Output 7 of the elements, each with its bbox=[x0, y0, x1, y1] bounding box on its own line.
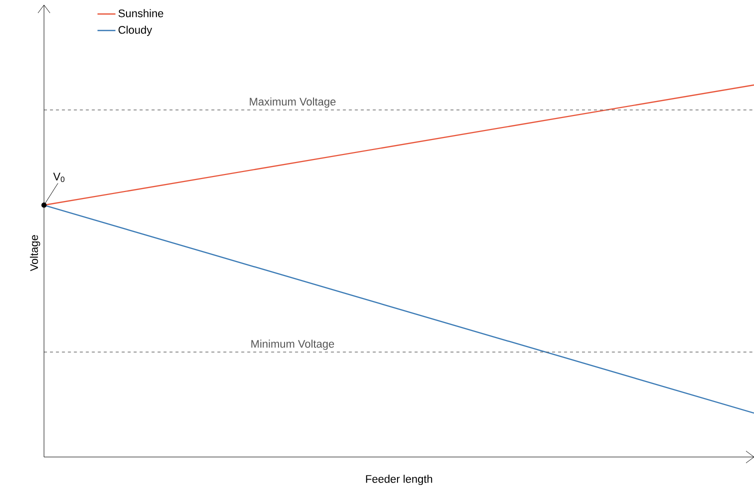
x-axis-title: Feeder length bbox=[366, 474, 432, 486]
y-axis-title: Voltage bbox=[30, 235, 40, 272]
annotation: V$_{0}$ bbox=[53, 172, 64, 182]
ref-line-label: Maximum Voltage bbox=[250, 98, 336, 108]
legend-label: Cloudy bbox=[118, 26, 152, 36]
legend-label: Sunshine bbox=[118, 9, 164, 18]
ref-line-label: Minimum Voltage bbox=[251, 340, 334, 350]
